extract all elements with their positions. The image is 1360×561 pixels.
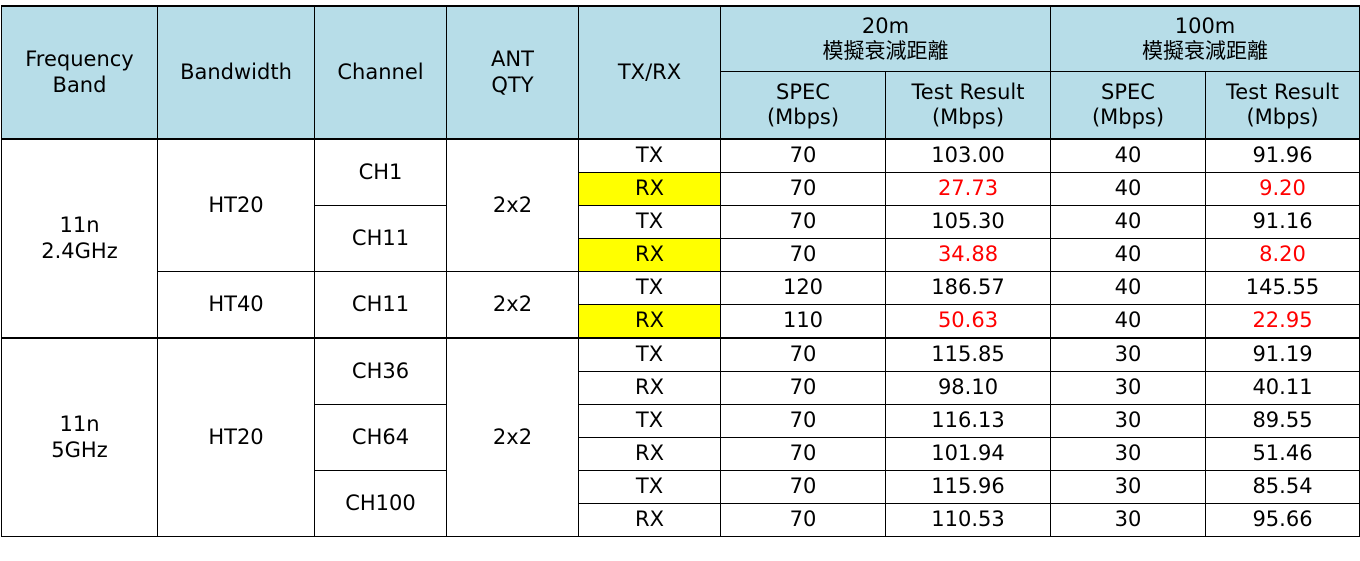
frequency-band-cell: 11n 5GHz (1, 337, 158, 537)
result-100m-cell: 145.55 (1205, 271, 1360, 305)
header-channel: Channel (314, 5, 447, 140)
result-20m-cell: 34.88 (885, 238, 1051, 272)
result-100m-cell: 89.55 (1205, 404, 1360, 438)
channel-cell: CH1 (314, 138, 447, 206)
result-100m-cell: 91.19 (1205, 337, 1360, 372)
channel-cell: CH64 (314, 404, 447, 471)
result-100m-cell: 85.54 (1205, 470, 1360, 504)
table-row: RX 70 101.94 30 51.46 (2, 437, 1360, 471)
txrx-cell: RX (578, 503, 721, 537)
spec-100m-cell: 30 (1050, 337, 1206, 372)
result-100m-cell: 9.20 (1205, 172, 1360, 206)
header-bandwidth: Bandwidth (157, 5, 315, 140)
table-row: RX 70 98.10 30 40.11 (2, 371, 1360, 405)
result-20m-cell: 110.53 (885, 503, 1051, 537)
table-body: 11n 2.4GHz HT20 CH1 2x2 TX 70 103.00 40 91.96 RX 70… (1, 138, 1360, 537)
frequency-band-cell: 11n 2.4GHz (1, 138, 158, 339)
result-100m-cell: 51.46 (1205, 437, 1360, 471)
channel-cell: CH100 (314, 470, 447, 537)
header-100m-spec: SPEC (Mbps) (1050, 71, 1206, 140)
result-20m-cell: 50.63 (885, 304, 1051, 339)
result-20m-cell: 98.10 (885, 371, 1051, 405)
spec-20m-cell: 110 (720, 304, 886, 339)
ant-qty-cell: 2x2 (446, 271, 579, 339)
throughput-table: Frequency Band Bandwidth Channel ANT QTY T… (1, 5, 1360, 537)
spec-20m-cell: 70 (720, 503, 886, 537)
txrx-cell: TX (578, 271, 721, 305)
txrx-cell: RX (578, 304, 721, 339)
table-row: 11n 2.4GHz HT20 CH1 2x2 TX 70 103.00 40 91.96 (1, 138, 1360, 339)
result-20m-cell: 115.96 (885, 470, 1051, 504)
header-frequency-band: Frequency Band (1, 5, 158, 140)
result-20m-cell: 116.13 (885, 404, 1051, 438)
spec-100m-cell: 30 (1050, 404, 1206, 438)
spec-20m-cell: 70 (720, 205, 886, 239)
txrx-cell: TX (578, 138, 721, 173)
result-100m-cell: 95.66 (1205, 503, 1360, 537)
result-20m-cell: 115.85 (885, 337, 1051, 372)
result-100m-cell: 91.16 (1205, 205, 1360, 239)
header-txrx: TX/RX (578, 5, 721, 140)
header-100m-test-result: Test Result (Mbps) (1205, 71, 1360, 140)
result-20m-cell: 103.00 (885, 138, 1051, 173)
table-row: RX 110 50.63 40 22.95 (2, 304, 1360, 339)
channel-cell: CH36 (314, 337, 447, 405)
spec-100m-cell: 30 (1050, 470, 1206, 504)
spec-20m-cell: 70 (720, 371, 886, 405)
spec-20m-cell: 70 (720, 337, 886, 372)
result-20m-cell: 186.57 (885, 271, 1051, 305)
spec-100m-cell: 40 (1050, 138, 1206, 173)
bandwidth-cell: HT40 (157, 271, 315, 339)
bandwidth-cell: HT20 (157, 138, 315, 272)
table-row: HT40 CH11 2x2 TX 120 186.57 40 145.55 (2, 271, 1360, 339)
spec-100m-cell: 40 (1050, 238, 1206, 272)
header-20m-group: 20m 模擬衰減距離 (720, 5, 1051, 72)
spec-100m-cell: 40 (1050, 304, 1206, 339)
spec-20m-cell: 70 (720, 404, 886, 438)
spec-100m-cell: 30 (1050, 371, 1206, 405)
spec-100m-cell: 40 (1050, 205, 1206, 239)
txrx-cell: RX (578, 437, 721, 471)
result-100m-cell: 8.20 (1205, 238, 1360, 272)
txrx-cell: RX (578, 238, 721, 272)
spec-20m-cell: 70 (720, 238, 886, 272)
txrx-cell: TX (578, 337, 721, 372)
txrx-cell: RX (578, 371, 721, 405)
header-100m-group: 100m 模擬衰減距離 (1050, 5, 1360, 72)
table-row: CH64 TX 70 116.13 30 89.55 (2, 404, 1360, 471)
ant-qty-cell: 2x2 (446, 138, 579, 272)
result-100m-cell: 40.11 (1205, 371, 1360, 405)
channel-cell: CH11 (314, 205, 447, 272)
spec-100m-cell: 40 (1050, 271, 1206, 305)
result-100m-cell: 22.95 (1205, 304, 1360, 339)
table-row: RX 70 110.53 30 95.66 (2, 503, 1360, 537)
result-20m-cell: 101.94 (885, 437, 1051, 471)
header-20m-test-result: Test Result (Mbps) (885, 71, 1051, 140)
ant-qty-cell: 2x2 (446, 337, 579, 537)
spec-20m-cell: 70 (720, 138, 886, 173)
header-20m-spec: SPEC (Mbps) (720, 71, 886, 140)
spec-100m-cell: 30 (1050, 503, 1206, 537)
spec-100m-cell: 30 (1050, 437, 1206, 471)
spec-20m-cell: 70 (720, 172, 886, 206)
result-20m-cell: 27.73 (885, 172, 1051, 206)
bandwidth-cell: HT20 (157, 337, 315, 537)
header-ant-qty: ANT QTY (446, 5, 579, 140)
table-row: CH11 TX 70 105.30 40 91.16 (2, 205, 1360, 272)
result-20m-cell: 105.30 (885, 205, 1051, 239)
result-100m-cell: 91.96 (1205, 138, 1360, 173)
channel-cell: CH11 (314, 271, 447, 339)
txrx-cell: RX (578, 172, 721, 206)
table-row: 11n 5GHz HT20 CH36 2x2 TX 70 115.85 30 91.19 (1, 337, 1360, 537)
txrx-cell: TX (578, 404, 721, 438)
spec-20m-cell: 70 (720, 470, 886, 504)
txrx-cell: TX (578, 470, 721, 504)
txrx-cell: TX (578, 205, 721, 239)
spec-20m-cell: 120 (720, 271, 886, 305)
spec-100m-cell: 40 (1050, 172, 1206, 206)
spec-20m-cell: 70 (720, 437, 886, 471)
